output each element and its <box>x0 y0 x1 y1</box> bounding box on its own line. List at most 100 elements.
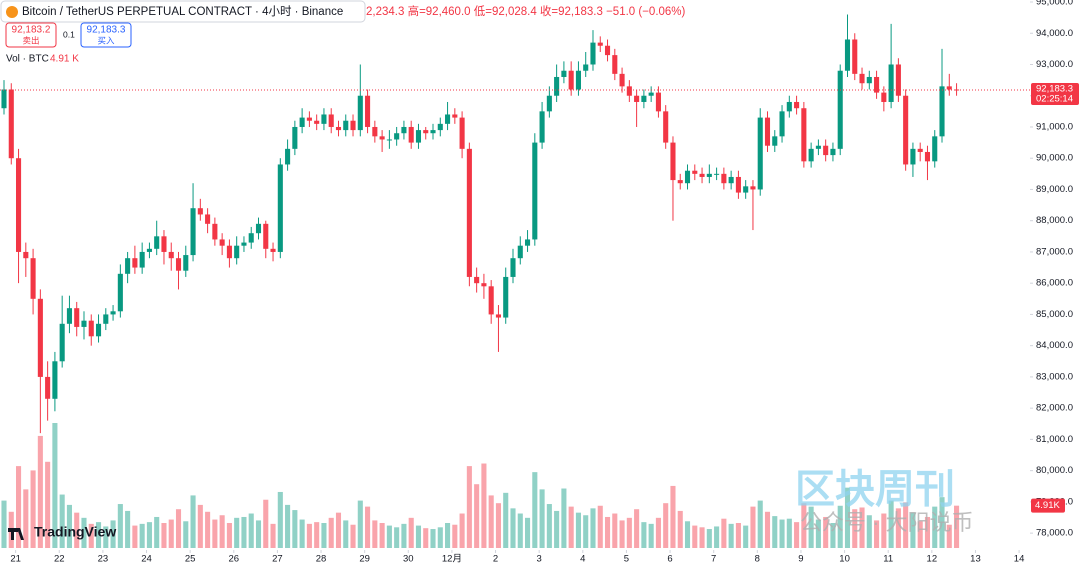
candle-body <box>335 126 342 131</box>
volume-bar <box>954 505 960 548</box>
candle-body <box>481 283 487 287</box>
volume-bar <box>386 525 392 548</box>
volume-bar <box>335 512 342 548</box>
volume-bar <box>15 466 22 548</box>
candle-body <box>626 86 632 96</box>
candle-body <box>132 258 138 268</box>
y-tick-label: 85,000.0 <box>1036 309 1073 320</box>
candle-body <box>794 101 800 109</box>
volume-bar <box>837 505 843 548</box>
volume-bar <box>895 508 901 548</box>
volume-bar <box>699 527 705 548</box>
x-tick-label: 4 <box>580 554 585 565</box>
candle-body <box>924 151 931 162</box>
candle-body <box>117 273 123 312</box>
candle-body <box>881 92 887 102</box>
volume-bar <box>343 520 349 548</box>
y-tick-label: 81,000.0 <box>1036 434 1073 445</box>
candle-body <box>786 101 792 112</box>
candle-body <box>604 45 611 56</box>
volume-bar <box>205 511 211 548</box>
volume-bar <box>794 522 800 548</box>
candle-body <box>314 120 320 124</box>
x-tick-label: 22 <box>54 554 65 565</box>
candle-body <box>903 95 909 165</box>
volume-bar <box>59 494 65 548</box>
volume-bar <box>292 510 298 548</box>
buy-button[interactable] <box>80 22 132 48</box>
volume-bar <box>583 515 589 548</box>
y-tick-label: 78,000.0 <box>1036 528 1073 539</box>
candle-body <box>466 148 472 277</box>
volume-bar <box>437 527 443 548</box>
candle-body <box>328 114 334 127</box>
volume-bar <box>684 521 691 548</box>
x-tick-label: 24 <box>141 554 152 565</box>
volume-bar <box>379 523 385 548</box>
candle-body <box>612 55 618 74</box>
candle-body <box>423 130 429 134</box>
candle-body <box>459 117 465 149</box>
volume-bar <box>212 519 218 548</box>
candle-body <box>764 117 771 146</box>
volume-bar <box>466 466 472 548</box>
candle-body <box>241 242 247 246</box>
volume-bar <box>357 500 363 548</box>
candle-body <box>445 114 451 124</box>
volume-bar <box>306 523 312 548</box>
sell-label: 卖出 <box>22 35 39 45</box>
sell-button[interactable] <box>5 22 57 48</box>
volume-bar <box>655 517 661 548</box>
volume-bar <box>299 519 305 548</box>
volume-bar <box>263 499 269 548</box>
volume-bar <box>743 525 749 548</box>
candle-body <box>248 233 254 243</box>
candle-body <box>859 73 865 84</box>
candle-body <box>844 39 851 71</box>
volume-title: Vol · BTC <box>6 54 49 65</box>
candle-body <box>190 208 196 256</box>
candle-body <box>663 111 669 143</box>
volume-bar <box>590 508 596 548</box>
y-tick-label: 91,000.0 <box>1036 121 1073 132</box>
candle-body <box>8 89 14 159</box>
volume-bar <box>757 500 763 548</box>
x-tick-label: 5 <box>624 554 629 565</box>
x-tick-label: 12 <box>927 554 938 565</box>
y-tick-label: 86,000.0 <box>1036 278 1073 289</box>
volume-bar <box>532 472 538 548</box>
candle-body <box>74 308 80 327</box>
volume-bar <box>459 513 465 548</box>
x-tick-label: 27 <box>272 554 283 565</box>
candle-body <box>81 320 87 327</box>
volume-bar <box>677 510 683 548</box>
volume-bar <box>808 506 814 548</box>
symbol: Bitcoin / TetherUS PERPETUAL CONTRACT · … <box>22 5 343 18</box>
volume-bar <box>430 529 436 548</box>
candle-body <box>270 248 276 252</box>
volume-bar <box>154 516 160 548</box>
volume-bar <box>568 506 574 548</box>
candle-body <box>197 208 203 215</box>
volume-bar <box>1 500 7 548</box>
candle-body <box>684 170 691 184</box>
watermark-sub: 公众号 · 大阳说币 <box>800 510 974 535</box>
candle-body <box>619 73 625 87</box>
volume-value: 4.91 K <box>50 54 79 65</box>
candle-body <box>743 186 749 193</box>
candle-body <box>503 276 509 318</box>
candle-body <box>495 314 502 318</box>
y-tick-label: 82,000.0 <box>1036 403 1073 414</box>
candle-body <box>394 133 400 140</box>
volume-bar <box>888 500 894 548</box>
candle-body <box>125 258 131 274</box>
buy-label: 买入 <box>97 35 115 45</box>
candle-body <box>568 70 574 90</box>
candle-body <box>917 148 923 152</box>
volume-bar <box>117 504 123 548</box>
last-price-label: 92,183.3 <box>1036 84 1073 95</box>
volume-bar <box>81 517 87 548</box>
y-tick-label: 93,000.0 <box>1036 59 1073 70</box>
candle-body <box>205 214 211 224</box>
candle-body <box>386 139 392 141</box>
